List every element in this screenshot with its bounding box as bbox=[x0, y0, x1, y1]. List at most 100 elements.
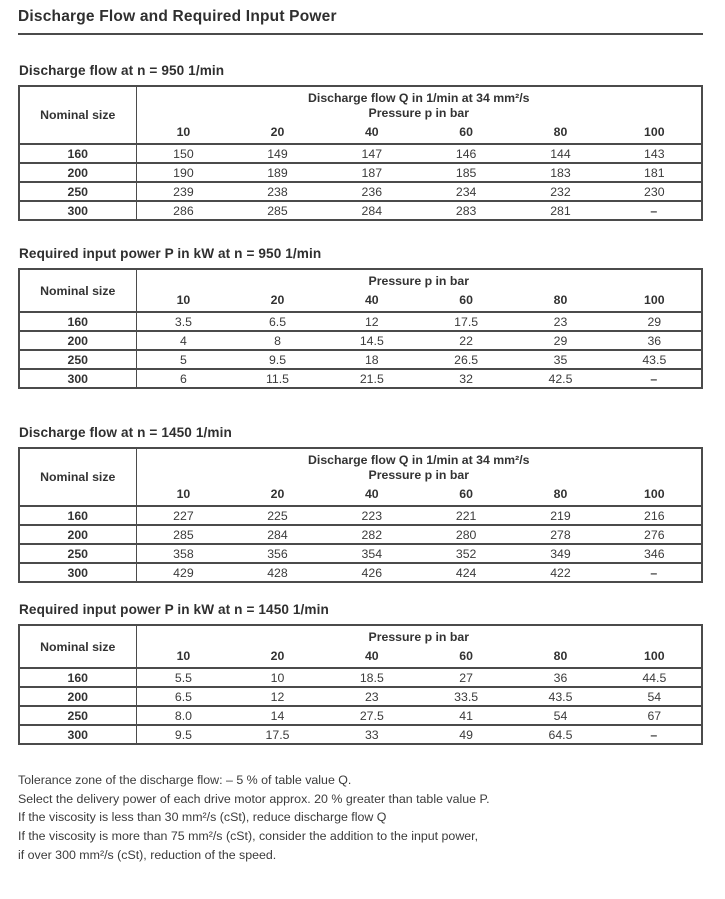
table-body: 160 227 225 223 221 219 216 200 285 284 282 280 278 2… bbox=[19, 505, 702, 582]
value-cell: 54 bbox=[607, 686, 702, 706]
span-header-row: Nominal size Pressure p in bar bbox=[19, 269, 702, 312]
table-header: Nominal size Pressure p in bar 10 20 40 60 8… bbox=[19, 269, 702, 312]
value-cell: 227 bbox=[136, 505, 231, 525]
pressure-header-cell: 20 bbox=[270, 293, 285, 307]
nominal-size-header: Nominal size bbox=[19, 86, 137, 144]
value-cell: 17.5 bbox=[418, 311, 514, 331]
value-cell: 36 bbox=[607, 330, 702, 350]
pressure-header-row: 10 20 40 60 80 100 bbox=[19, 121, 702, 144]
table-row: 250 239 238 236 234 232 230 bbox=[19, 181, 702, 201]
value-cell: 278 bbox=[513, 524, 608, 544]
input-power-1450-table: Nominal size Pressure p in bar 10 20 40 60 8… bbox=[18, 624, 703, 745]
span-header-row: Nominal size Pressure p in bar bbox=[19, 625, 702, 668]
table-row: 200 285 284 282 280 278 276 bbox=[19, 524, 702, 544]
pressure-header-cell: 60 bbox=[459, 125, 473, 139]
value-cell: 41 bbox=[418, 705, 514, 725]
nominal-size-cell: 160 bbox=[19, 667, 137, 687]
value-cell: – bbox=[607, 200, 702, 220]
section-heading-discharge-flow-950: Discharge flow at n = 950 1/min bbox=[19, 63, 225, 78]
pressure-header-cell: 10 bbox=[176, 293, 191, 307]
pressure-header-cell: 100 bbox=[644, 293, 665, 307]
table-row: 200 4 8 14.5 22 29 36 bbox=[19, 330, 702, 350]
table-body: 160 150 149 147 146 144 143 200 190 189 187 185 183 1… bbox=[19, 143, 702, 220]
value-cell: 23 bbox=[324, 686, 419, 706]
span-header-line: Pressure p in bar bbox=[368, 106, 469, 120]
value-cell: 32 bbox=[418, 368, 514, 388]
nominal-size-cell: 300 bbox=[19, 200, 137, 220]
pressure-header-cell: 40 bbox=[364, 649, 379, 663]
nominal-size-cell: 300 bbox=[19, 368, 137, 388]
value-cell: 352 bbox=[418, 543, 514, 563]
span-header-row: Nominal size Discharge flow Q in 1/min a… bbox=[19, 448, 702, 506]
value-cell: 149 bbox=[230, 143, 325, 163]
value-cell: 283 bbox=[418, 200, 514, 220]
table-body: 160 5.5 10 18.5 27 36 44.5 200 6.5 12 23 33.5 43.5 54… bbox=[19, 667, 702, 744]
value-cell: – bbox=[607, 562, 702, 582]
value-cell: 285 bbox=[136, 524, 231, 544]
span-header: Discharge flow Q in 1/min at 34 mm²/s Pre… bbox=[136, 86, 702, 121]
table-row: 160 5.5 10 18.5 27 36 44.5 bbox=[19, 667, 702, 687]
value-cell: 346 bbox=[607, 543, 702, 563]
span-header: Pressure p in bar bbox=[136, 269, 702, 289]
datasheet-page: Discharge Flow and Required Input Power … bbox=[18, 0, 703, 865]
section-heading-input-power-1450: Required input power P in kW at n = 1450… bbox=[19, 602, 329, 617]
pressure-header-cell: 10 bbox=[176, 125, 191, 139]
value-cell: 36 bbox=[513, 667, 608, 687]
pressure-header-cell: 20 bbox=[270, 649, 285, 663]
value-cell: 33 bbox=[324, 724, 419, 744]
footnote-line: if over 300 mm²/s (cSt), reduction of th… bbox=[18, 847, 277, 862]
value-cell: 281 bbox=[513, 200, 608, 220]
span-header-line: Discharge flow Q in 1/min at 34 mm²/s bbox=[308, 91, 530, 105]
pressure-header-cell: 100 bbox=[644, 487, 665, 501]
nominal-size-cell: 200 bbox=[19, 162, 137, 182]
nominal-size-header: Nominal size bbox=[19, 269, 137, 312]
value-cell: 143 bbox=[607, 143, 702, 163]
pressure-header-row: 10 20 40 60 80 100 bbox=[19, 645, 702, 668]
span-header-line: Pressure p in bar bbox=[368, 630, 469, 644]
value-cell: 35 bbox=[513, 349, 608, 369]
value-cell: 429 bbox=[136, 562, 231, 582]
nominal-size-cell: 160 bbox=[19, 311, 137, 331]
value-cell: 6.5 bbox=[230, 311, 325, 331]
value-cell: 27 bbox=[418, 667, 514, 687]
span-header-row: Nominal size Discharge flow Q in 1/min a… bbox=[19, 86, 702, 144]
pressure-header-cell: 80 bbox=[553, 125, 568, 139]
value-cell: – bbox=[607, 724, 702, 744]
value-cell: 26.5 bbox=[418, 349, 514, 369]
value-cell: 284 bbox=[230, 524, 325, 544]
value-cell: 354 bbox=[324, 543, 419, 563]
pressure-header-cell: 80 bbox=[553, 293, 568, 307]
value-cell: 284 bbox=[324, 200, 419, 220]
value-cell: 285 bbox=[230, 200, 325, 220]
table-header: Nominal size Discharge flow Q in 1/min a… bbox=[19, 448, 702, 506]
value-cell: 43.5 bbox=[607, 349, 702, 369]
table-body: 160 3.5 6.5 12 17.5 23 29 200 4 8 14.5 22 29 36 250 5 9.… bbox=[19, 311, 702, 388]
nominal-size-header: Nominal size bbox=[19, 625, 137, 668]
table-row: 200 190 189 187 185 183 181 bbox=[19, 162, 702, 182]
value-cell: 189 bbox=[230, 162, 325, 182]
pressure-header-cell: 10 bbox=[176, 487, 191, 501]
value-cell: 234 bbox=[418, 181, 514, 201]
span-header-line: Discharge flow Q in 1/min at 34 mm²/s bbox=[308, 453, 530, 467]
value-cell: 6 bbox=[136, 368, 231, 388]
value-cell: – bbox=[607, 368, 702, 388]
value-cell: 49 bbox=[418, 724, 514, 744]
value-cell: 18 bbox=[324, 349, 419, 369]
pressure-header-cell: 60 bbox=[459, 649, 473, 663]
value-cell: 276 bbox=[607, 524, 702, 544]
table-row: 250 5 9.5 18 26.5 35 43.5 bbox=[19, 349, 702, 369]
table-row: 250 8.0 14 27.5 41 54 67 bbox=[19, 705, 702, 725]
table-row: 160 3.5 6.5 12 17.5 23 29 bbox=[19, 311, 702, 331]
table-row: 160 150 149 147 146 144 143 bbox=[19, 143, 702, 163]
value-cell: 14.5 bbox=[324, 330, 419, 350]
discharge-flow-950-table: Nominal size Discharge flow Q in 1/min a… bbox=[18, 85, 703, 221]
span-header-line: Pressure p in bar bbox=[368, 468, 469, 482]
value-cell: 356 bbox=[230, 543, 325, 563]
value-cell: 64.5 bbox=[513, 724, 608, 744]
value-cell: 239 bbox=[136, 181, 231, 201]
value-cell: 428 bbox=[230, 562, 325, 582]
pressure-header-cell: 60 bbox=[459, 487, 473, 501]
footnote-line: If the viscosity is more than 75 mm²/s (… bbox=[18, 829, 479, 844]
nominal-size-cell: 160 bbox=[19, 143, 137, 163]
value-cell: 216 bbox=[607, 505, 702, 525]
